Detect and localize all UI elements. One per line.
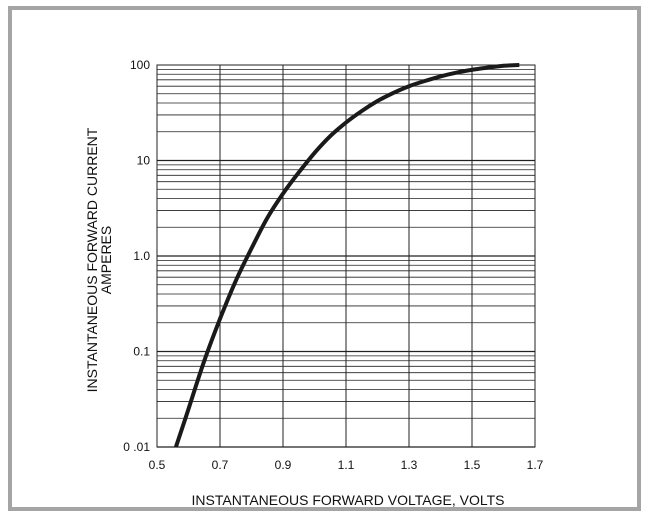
x-axis-title: INSTANTANEOUS FORWARD VOLTAGE, VOLTS	[192, 492, 505, 508]
y-tick-label: 0.1	[133, 345, 150, 359]
y-tick-label: 1.0	[133, 249, 150, 263]
y-tick-label: 10	[137, 154, 151, 168]
x-tick-label: 1.3	[401, 458, 418, 472]
y-tick-label: 100	[130, 58, 150, 72]
plot-area-border	[156, 64, 536, 448]
x-tick-label: 1.5	[464, 458, 481, 472]
x-tick-label: 1.1	[338, 458, 355, 472]
x-tick-label: 0.9	[275, 458, 292, 472]
x-tick-label: 0.7	[212, 458, 229, 472]
x-tick-labels: 0.5 0.7 0.9 1.1 1.3 1.5 1.7	[149, 458, 544, 472]
y-axis-title-line-1: INSTANTANEOUS FORWARD CURRENT	[84, 127, 100, 392]
y-tick-label: 0 .01	[123, 440, 150, 454]
x-tick-label: 0.5	[149, 458, 166, 472]
x-tick-label: 1.7	[527, 458, 544, 472]
y-axis-title-line-2: AMPERES	[98, 226, 114, 294]
y-tick-labels: 0 .01 0.1 1.0 10 100	[123, 58, 150, 454]
series-line	[174, 63, 520, 448]
